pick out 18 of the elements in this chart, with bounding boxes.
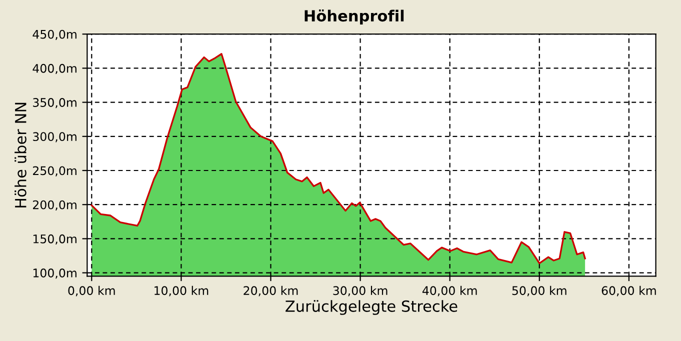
x-tick-label: 0,00 km [68, 286, 115, 296]
x-tick-label: 60,00 km [602, 286, 656, 296]
y-tick-label: 300,0m [33, 132, 76, 142]
y-tick-label: 250,0m [33, 166, 76, 176]
y-tick-label: 150,0m [33, 234, 76, 245]
x-tick-label: 50,00 km [512, 286, 566, 296]
y-axis-title: Höhe über NN [14, 102, 26, 208]
x-tick-label: 20,00 km [244, 286, 298, 296]
chart-title: Höhenprofil [304, 10, 404, 25]
y-tick-label: 450,0m [32, 30, 76, 40]
y-tick-label: 200,0m [33, 200, 76, 210]
x-tick-label: 30,00 km [333, 286, 388, 296]
y-tick-label: 350,0m [33, 98, 76, 108]
x-tick-label: 40,00 km [422, 286, 477, 296]
x-axis-title: Zurückgelegte Strecke [286, 300, 458, 315]
x-tick-label: 10,00 km [154, 286, 208, 296]
y-tick-label: 400,0m [32, 64, 76, 74]
y-tick-label: 100,0m [33, 268, 76, 279]
